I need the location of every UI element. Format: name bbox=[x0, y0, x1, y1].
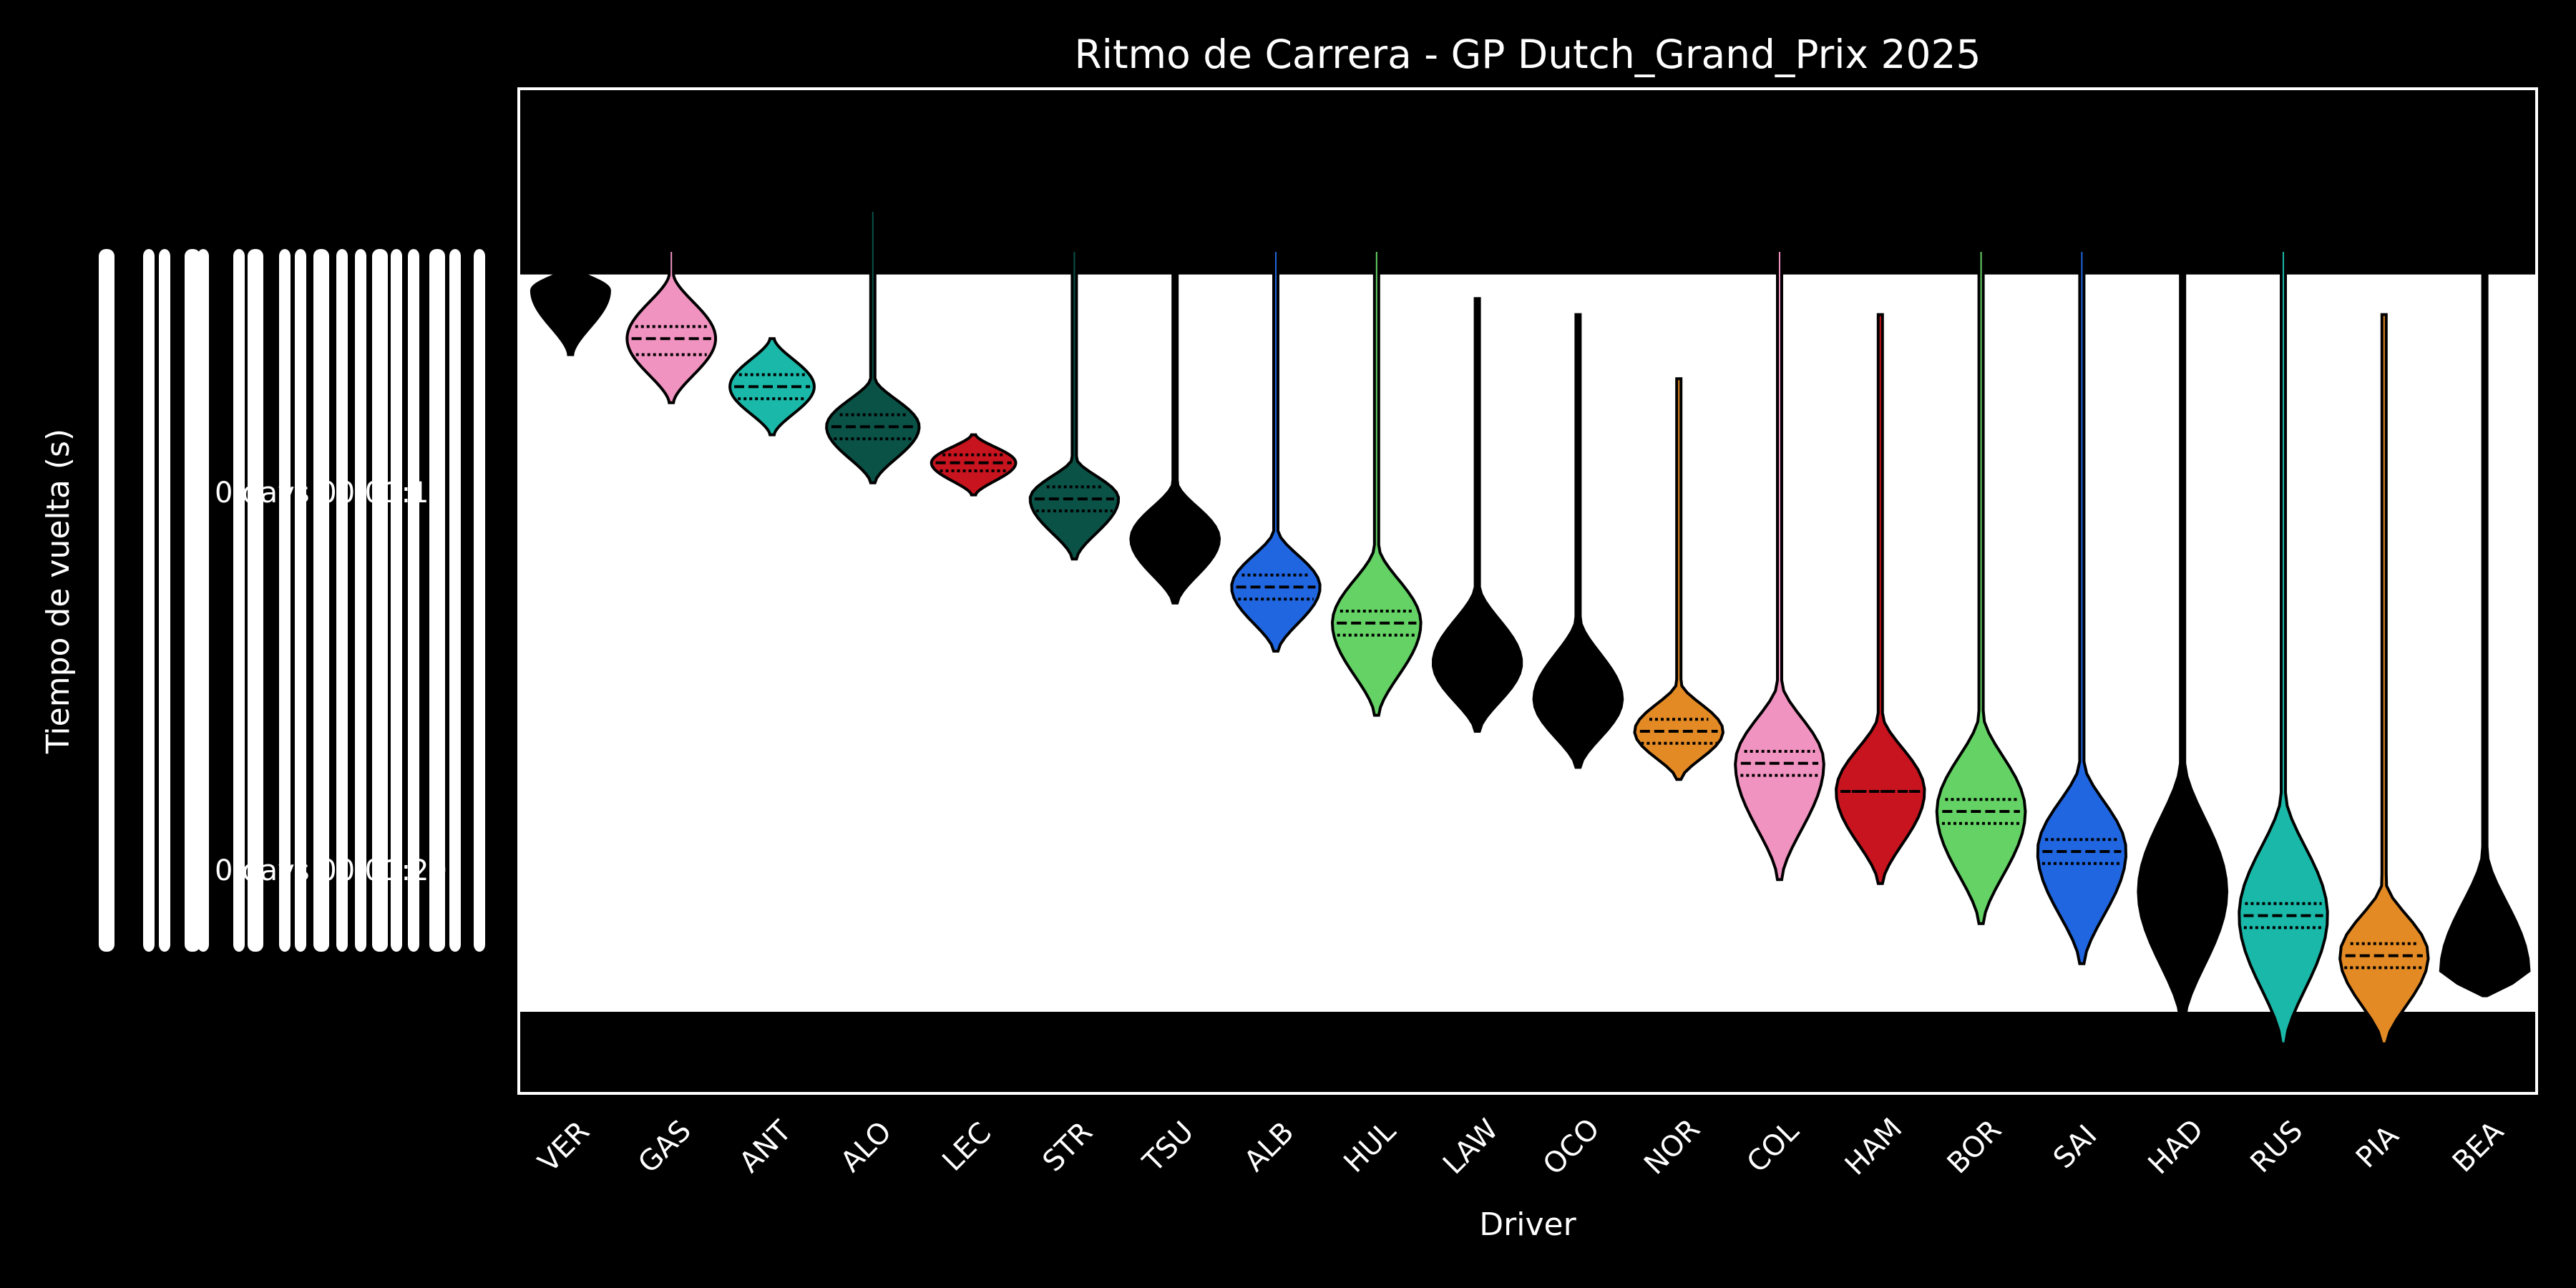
x-tick-lec: LEC bbox=[936, 1116, 997, 1178]
ytick-clutter-bar bbox=[336, 249, 348, 952]
y-axis-label: Tiempo de vuelta (s) bbox=[40, 429, 77, 754]
violin-series bbox=[530, 209, 2531, 1045]
ytick-label-lower: 0 days 00:01:20 bbox=[215, 854, 447, 887]
violin-lec bbox=[930, 433, 1018, 497]
ytick-clutter-bar bbox=[391, 249, 402, 952]
ytick-clutter-bar bbox=[248, 249, 263, 952]
x-tick-labels: VER GAS ANT ALO LEC STR TSU ALB HUL LAW OCO NOR COL H… bbox=[532, 1112, 2511, 1182]
ytick-clutter-bar bbox=[313, 249, 329, 952]
x-tick-pia: PIA bbox=[2350, 1119, 2406, 1175]
violin-alo bbox=[825, 209, 921, 484]
ytick-clutter-bar bbox=[143, 249, 155, 952]
x-tick-ver: VER bbox=[532, 1115, 596, 1179]
ytick-clutter-bar bbox=[159, 249, 170, 952]
ytick-clutter-bar bbox=[197, 249, 209, 952]
x-tick-hul: HUL bbox=[1337, 1114, 1402, 1179]
x-tick-tsu: TSU bbox=[1136, 1116, 1200, 1179]
violin-hul bbox=[1330, 249, 1423, 717]
x-tick-alo: ALO bbox=[834, 1115, 898, 1179]
x-tick-col: COL bbox=[1741, 1114, 1806, 1179]
ytick-clutter-bar bbox=[233, 249, 245, 952]
ytick-clutter-bar bbox=[355, 249, 366, 952]
chart-title: Ritmo de Carrera - GP Dutch_Grand_Prix 2… bbox=[1074, 31, 1981, 77]
x-tick-rus: RUS bbox=[2244, 1114, 2309, 1179]
ytick-clutter-bar bbox=[474, 249, 485, 952]
ytick-label-upper: 0 days 00:01:15 bbox=[215, 477, 447, 509]
ytick-clutter-bar bbox=[279, 249, 291, 952]
violin-tsu bbox=[1129, 249, 1221, 605]
violin-col bbox=[1734, 249, 1825, 882]
x-tick-oco: OCO bbox=[1537, 1112, 1606, 1181]
violin-had bbox=[2137, 249, 2229, 1022]
x-tick-str: STR bbox=[1036, 1116, 1098, 1178]
x-tick-bor: BOR bbox=[1941, 1113, 2008, 1180]
ytick-clutter-bar bbox=[372, 249, 388, 952]
violin-str bbox=[1028, 249, 1121, 561]
violin-sai bbox=[2036, 249, 2128, 965]
violin-rus bbox=[2238, 249, 2329, 1045]
x-tick-ant: ANT bbox=[733, 1114, 799, 1179]
ytick-clutter-bar bbox=[429, 249, 445, 952]
ytick-clutter-bar bbox=[295, 249, 306, 952]
violin-pia bbox=[2338, 313, 2430, 1045]
plot-band bbox=[520, 274, 2535, 1013]
violin-bea bbox=[2439, 249, 2531, 997]
x-tick-nor: NOR bbox=[1638, 1113, 1707, 1181]
violin-nor bbox=[1633, 377, 1725, 781]
x-axis-label: Driver bbox=[1479, 1206, 1576, 1243]
violin-bor bbox=[1935, 249, 2027, 925]
x-tick-alb: ALB bbox=[1238, 1116, 1300, 1178]
x-tick-sai: SAI bbox=[2047, 1118, 2104, 1175]
violin-law bbox=[1431, 297, 1523, 733]
ytick-clutter-bar bbox=[99, 249, 114, 952]
x-tick-had: HAD bbox=[2142, 1113, 2210, 1181]
x-tick-bea: BEA bbox=[2446, 1115, 2511, 1179]
x-tick-ham: HAM bbox=[1839, 1112, 1909, 1182]
ytick-clutter-bar bbox=[449, 249, 461, 952]
x-tick-law: LAW bbox=[1437, 1113, 1505, 1181]
violin-oco bbox=[1532, 313, 1624, 769]
violin-ver bbox=[530, 265, 611, 356]
ytick-clutter-bar bbox=[185, 249, 200, 952]
violin-ham bbox=[1835, 313, 1926, 885]
x-tick-gas: GAS bbox=[632, 1114, 698, 1180]
violin-alb bbox=[1230, 249, 1322, 653]
ytick-clutter-bar bbox=[408, 249, 419, 952]
ytick-clutter bbox=[99, 249, 485, 952]
